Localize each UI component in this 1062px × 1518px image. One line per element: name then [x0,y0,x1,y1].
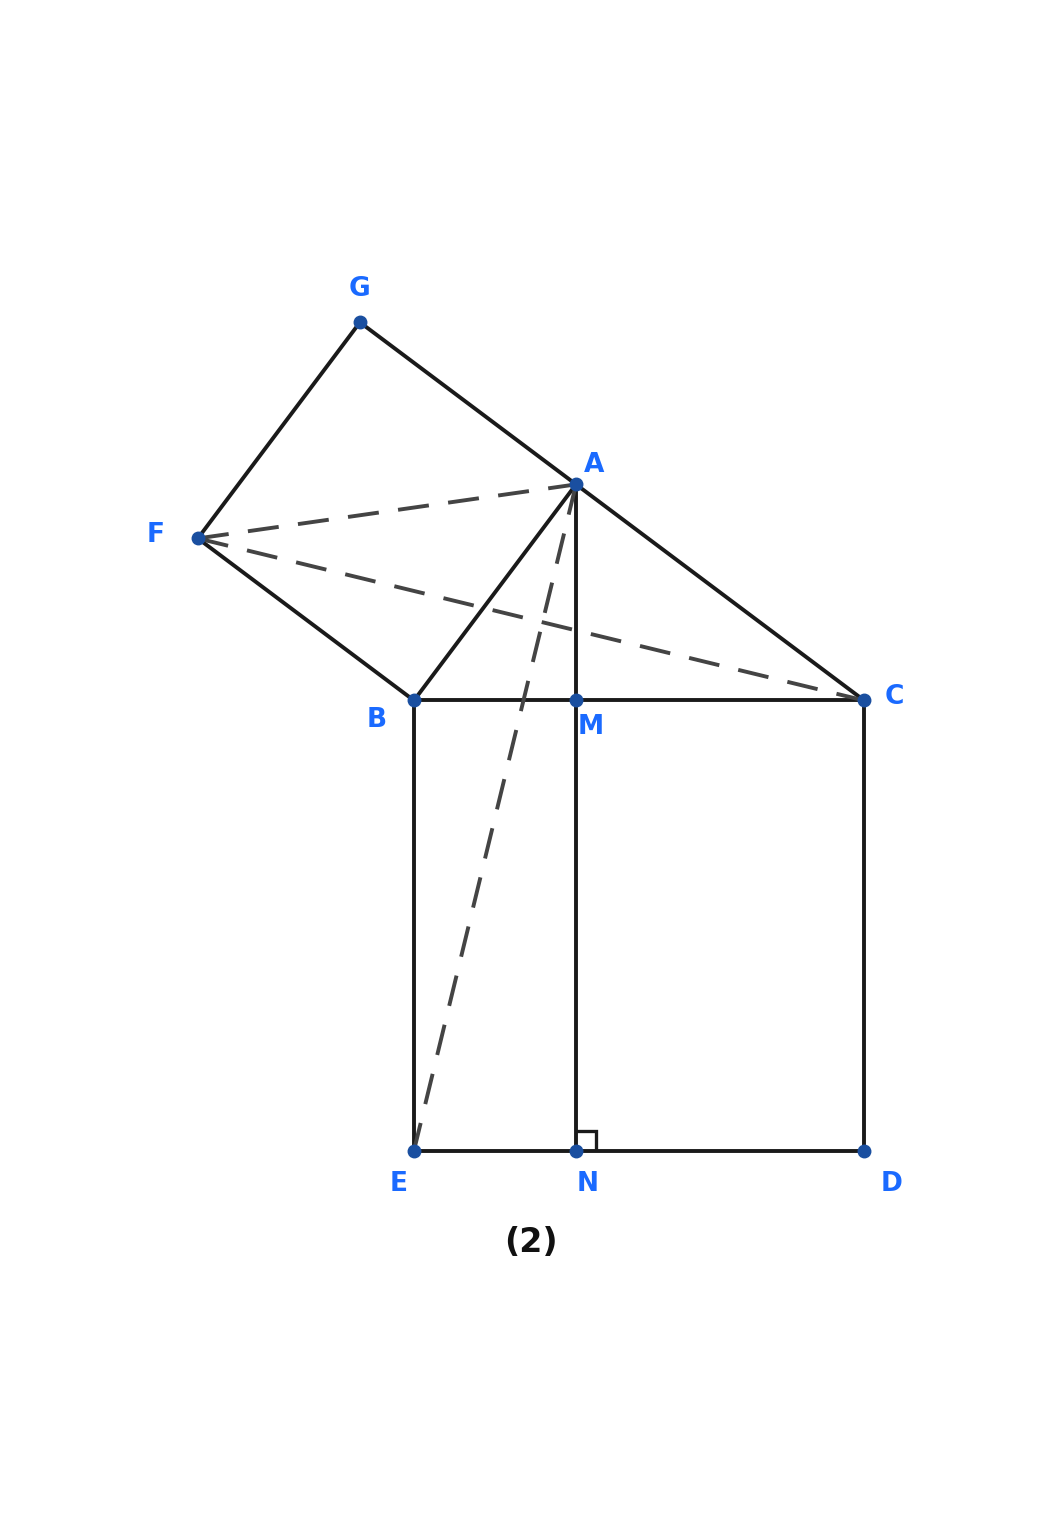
Text: C: C [885,685,904,710]
Text: N: N [577,1170,599,1196]
Text: D: D [880,1170,902,1196]
Text: (2): (2) [504,1225,558,1258]
Text: G: G [349,276,371,302]
Text: B: B [366,707,387,733]
Text: M: M [578,715,604,741]
Text: F: F [147,522,165,548]
Text: E: E [390,1170,408,1196]
Text: A: A [584,452,604,478]
